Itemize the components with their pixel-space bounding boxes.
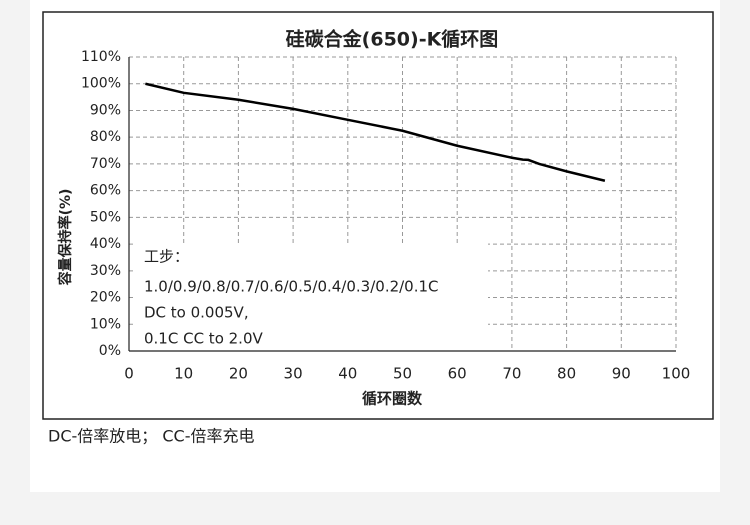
annotation: DC to 0.005V,: [144, 304, 249, 322]
x-tick-label: 80: [557, 365, 576, 383]
y-tick-label: 80%: [90, 129, 121, 145]
x-tick-label: 40: [338, 365, 357, 383]
annotation: 1.0/0.9/0.8/0.7/0.6/0.5/0.4/0.3/0.2/0.1C: [144, 278, 439, 296]
y-tick-label: 0%: [99, 343, 121, 359]
chart-title: 硅碳合金(650)-K循环图: [286, 28, 499, 51]
y-tick-label: 50%: [90, 209, 121, 225]
x-tick-label: 100: [662, 365, 691, 383]
x-tick-label: 90: [612, 365, 631, 383]
x-axis-label: 循环圈数: [362, 390, 423, 408]
x-tick-label: 50: [393, 365, 412, 383]
x-tick-label: 70: [502, 365, 521, 383]
data-line: [145, 82, 606, 182]
y-tick-label: 10%: [90, 316, 121, 332]
y-tick-label: 100%: [81, 76, 121, 92]
chart-frame: [42, 11, 714, 420]
y-tick-label: 90%: [90, 102, 121, 118]
y-tick-label: 110%: [81, 49, 121, 65]
x-tick-label: 60: [448, 365, 467, 383]
x-tick-label: 10: [174, 365, 193, 383]
caption: DC-倍率放电； CC-倍率充电: [48, 427, 254, 446]
y-tick-label: 70%: [90, 156, 121, 172]
annotation: 工步：: [144, 248, 189, 266]
x-tick-label: 20: [229, 365, 248, 383]
annotation-box: [136, 243, 488, 349]
y-tick-label: 40%: [90, 236, 121, 252]
x-tick-label: 30: [284, 365, 303, 383]
y-tick-label: 30%: [90, 263, 121, 279]
y-tick-label: 20%: [90, 290, 121, 306]
annotation: 0.1C CC to 2.0V: [144, 330, 263, 348]
x-tick-label: 0: [124, 365, 134, 383]
y-tick-label: 60%: [90, 183, 121, 199]
y-axis-label: 容量保持率(%): [57, 189, 74, 287]
